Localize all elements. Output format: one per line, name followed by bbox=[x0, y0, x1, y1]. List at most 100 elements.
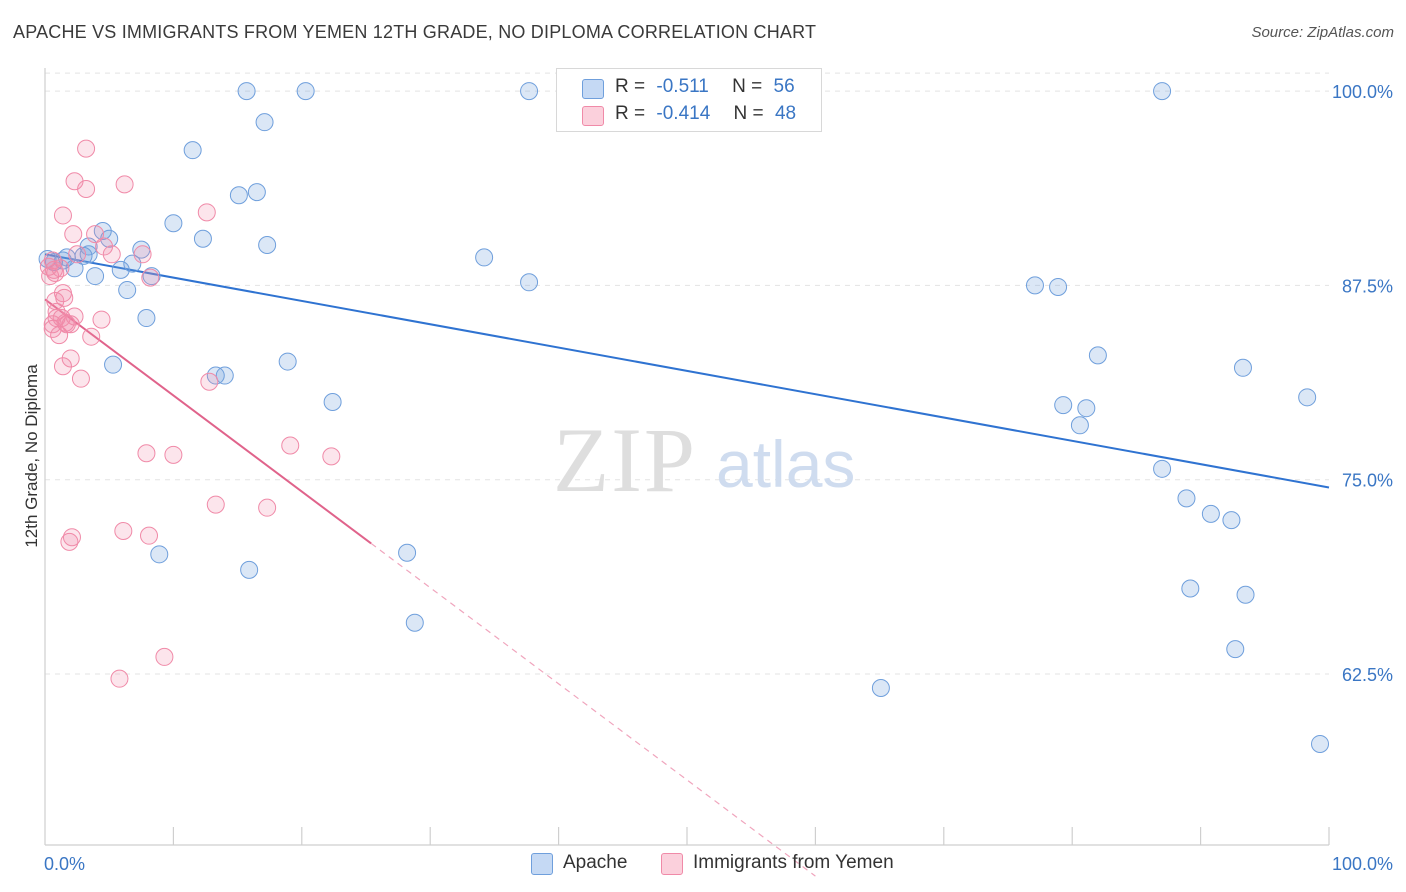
trend-lines bbox=[44, 253, 1330, 877]
watermark-zip: ZIP bbox=[553, 409, 697, 511]
yemen-point bbox=[55, 288, 74, 307]
yemen-point bbox=[44, 260, 63, 279]
legend-yemen-swatch bbox=[661, 853, 683, 875]
apache-point bbox=[520, 82, 539, 101]
apache-point bbox=[164, 214, 183, 233]
apache-swatch bbox=[582, 79, 604, 99]
apache-point bbox=[1226, 640, 1245, 659]
y-tick-label: 100.0% bbox=[1332, 82, 1393, 102]
apache-point bbox=[1181, 579, 1200, 598]
yemen-point bbox=[62, 528, 81, 547]
tick-labels: 62.5% 75.0% 87.5% 100.0% 0.0% 100.0% bbox=[44, 82, 1393, 874]
data-points bbox=[38, 82, 1330, 753]
chart-title: APACHE VS IMMIGRANTS FROM YEMEN 12TH GRA… bbox=[13, 22, 817, 42]
apache-trend-line bbox=[44, 253, 1330, 489]
yemen-trend-extension bbox=[370, 542, 816, 877]
apache-point bbox=[1049, 277, 1068, 296]
grid-lines bbox=[45, 72, 1329, 675]
y-axis-label: 12th Grade, No Diploma bbox=[22, 364, 41, 548]
yemen-point bbox=[77, 139, 96, 158]
apache-point bbox=[193, 229, 212, 248]
yemen-n-value: 48 bbox=[774, 103, 797, 124]
yemen-point bbox=[65, 307, 84, 326]
apache-point bbox=[1298, 388, 1317, 407]
apache-point bbox=[1236, 585, 1255, 604]
apache-n-label: N = bbox=[732, 76, 763, 97]
yemen-point bbox=[95, 237, 114, 256]
apache-point bbox=[1153, 459, 1172, 478]
yemen-point bbox=[86, 225, 105, 244]
apache-point bbox=[1025, 276, 1044, 295]
apache-point bbox=[1233, 358, 1252, 377]
yemen-point bbox=[141, 268, 160, 287]
yemen-point bbox=[115, 175, 134, 194]
watermark-atlas: atlas bbox=[716, 427, 855, 501]
yemen-point bbox=[197, 203, 216, 222]
apache-point bbox=[1088, 346, 1107, 365]
yemen-point bbox=[206, 495, 225, 514]
apache-point bbox=[296, 82, 315, 101]
apache-point bbox=[1201, 504, 1220, 523]
watermark: ZIP atlas bbox=[553, 409, 855, 511]
legend-apache-swatch bbox=[531, 853, 553, 875]
apache-point bbox=[1222, 511, 1241, 530]
apache-point bbox=[1311, 734, 1330, 753]
legend-yemen-label: Immigrants from Yemen bbox=[693, 852, 894, 873]
apache-point bbox=[183, 141, 202, 160]
apache-point bbox=[398, 543, 417, 562]
yemen-point bbox=[53, 357, 72, 376]
apache-point bbox=[237, 82, 256, 101]
apache-point bbox=[475, 248, 494, 267]
yemen-point bbox=[322, 447, 341, 466]
apache-point bbox=[240, 560, 259, 579]
yemen-swatch bbox=[582, 106, 604, 126]
yemen-point bbox=[110, 669, 129, 688]
yemen-point bbox=[200, 372, 219, 391]
apache-point bbox=[520, 273, 539, 292]
apache-point bbox=[871, 679, 890, 697]
apache-n-value: 56 bbox=[773, 76, 795, 97]
apache-point bbox=[405, 613, 424, 632]
yemen-point bbox=[53, 206, 72, 225]
apache-point bbox=[118, 281, 137, 300]
yemen-point bbox=[133, 245, 152, 264]
apache-point bbox=[258, 235, 277, 254]
yemen-r-label: R = bbox=[615, 103, 646, 124]
correlation-legend: R = -0.511 N = 56 R = -0.414 N = 48 bbox=[556, 68, 822, 132]
yemen-point bbox=[57, 315, 76, 334]
apache-point bbox=[86, 267, 105, 286]
yemen-point bbox=[92, 310, 111, 329]
yemen-n-label: N = bbox=[733, 103, 764, 124]
apache-point bbox=[323, 392, 342, 411]
apache-point bbox=[137, 309, 156, 328]
apache-r-value: -0.511 bbox=[656, 76, 709, 97]
apache-point bbox=[1070, 416, 1089, 435]
apache-point bbox=[215, 366, 234, 385]
apache-point bbox=[247, 183, 266, 202]
x-tick-label: 0.0% bbox=[44, 854, 85, 874]
yemen-point bbox=[60, 532, 79, 551]
yemen-point bbox=[155, 647, 174, 666]
x-tick-label: 100.0% bbox=[1332, 854, 1393, 874]
apache-point bbox=[1054, 396, 1073, 415]
yemen-point bbox=[164, 445, 183, 464]
yemen-point bbox=[64, 225, 83, 244]
y-tick-label: 62.5% bbox=[1342, 665, 1393, 685]
apache-point bbox=[123, 254, 142, 273]
yemen-point bbox=[77, 180, 96, 199]
source-label: Source: ZipAtlas.com bbox=[1251, 24, 1394, 41]
yemen-point bbox=[114, 522, 133, 540]
apache-point bbox=[1153, 82, 1172, 101]
yemen-point bbox=[281, 436, 300, 455]
y-tick-label: 87.5% bbox=[1342, 276, 1393, 296]
apache-point bbox=[150, 545, 169, 564]
apache-point bbox=[111, 260, 130, 279]
yemen-point bbox=[51, 259, 70, 278]
yemen-point bbox=[71, 369, 90, 388]
yemen-point bbox=[102, 245, 121, 264]
yemen-point bbox=[68, 245, 87, 264]
apache-point bbox=[278, 352, 297, 371]
yemen-point bbox=[258, 498, 277, 517]
apache-point bbox=[65, 259, 84, 278]
